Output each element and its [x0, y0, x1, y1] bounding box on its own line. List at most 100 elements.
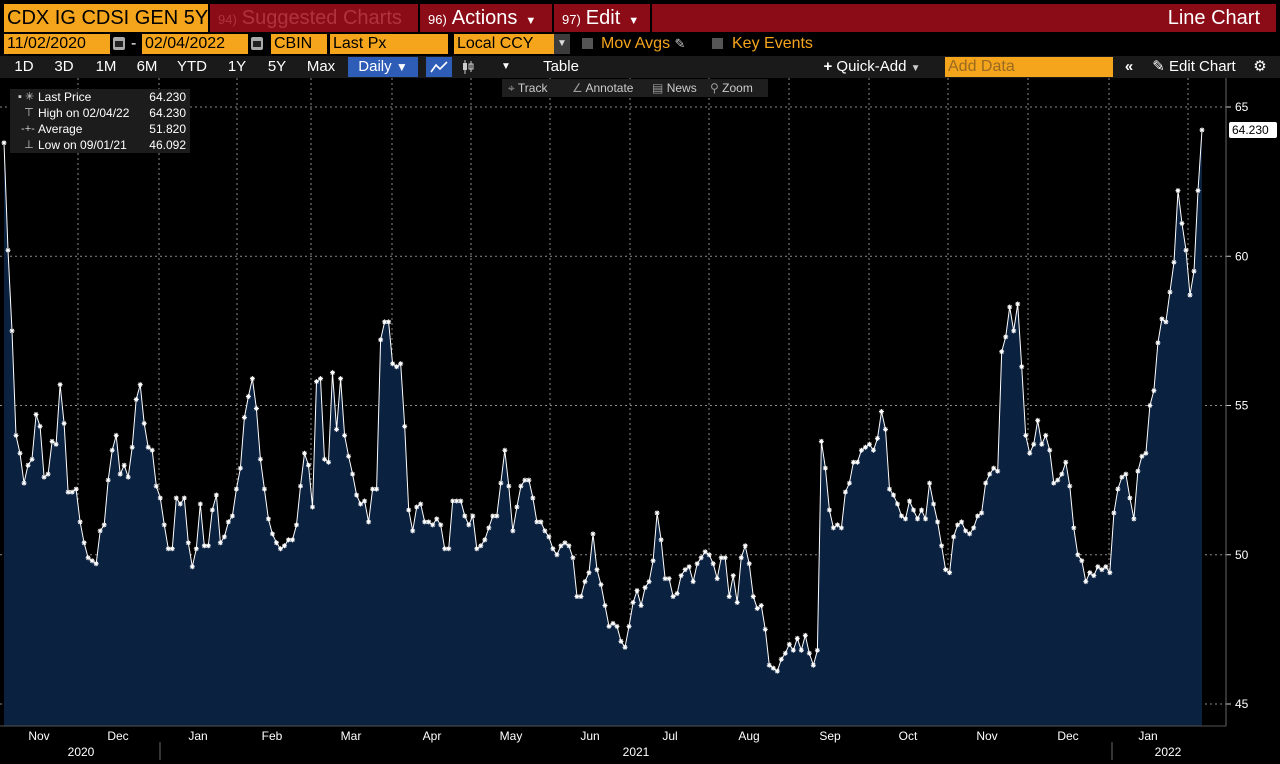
data-point — [510, 528, 516, 534]
edit-chart-button[interactable]: ✎ Edit Chart — [1144, 57, 1244, 77]
data-point — [766, 662, 772, 668]
legend-label: Low on 09/01/21 — [38, 138, 127, 152]
data-point — [129, 444, 135, 450]
data-point — [746, 561, 752, 567]
calendar-icon[interactable] — [113, 37, 125, 50]
data-point — [241, 414, 247, 420]
chevron-down-icon[interactable]: ▼ — [554, 34, 570, 54]
news-tool[interactable]: ▤ News — [652, 79, 697, 97]
mov-avgs-text: Mov Avgs — [601, 35, 671, 52]
data-point — [257, 456, 263, 462]
actions-menu[interactable]: 96) Actions ▼ — [420, 4, 552, 32]
track-label: Track — [517, 81, 548, 95]
data-point — [558, 543, 564, 549]
period-3d[interactable]: 3D — [54, 58, 74, 75]
data-point — [61, 420, 67, 426]
price-chart[interactable]: 45 50 55 60 65 Nov Dec Jan Feb Mar Apr May Jun Jul Au… — [0, 78, 1280, 764]
zoom-tool[interactable]: ⚲ Zoom — [710, 79, 753, 97]
data-point — [794, 635, 800, 641]
end-date-field[interactable]: 02/04/2022 — [142, 34, 248, 54]
candlestick-icon[interactable] — [456, 57, 480, 77]
add-data-input[interactable]: Add Data — [945, 57, 1113, 77]
period-1m[interactable]: 1M — [95, 58, 117, 75]
line-chart-icon[interactable] — [426, 57, 452, 77]
legend-row-high: ⊤ High on 02/04/22 64.230 — [10, 105, 190, 121]
data-point — [939, 543, 945, 549]
data-point — [1059, 471, 1065, 477]
period-1y[interactable]: 1Y — [227, 58, 247, 75]
month-label: Jun — [580, 729, 599, 743]
data-point — [33, 411, 39, 417]
chevron-down-icon: ▼ — [525, 15, 537, 27]
edit-menu[interactable]: 97) Edit ▼ — [554, 4, 650, 32]
data-point — [694, 561, 700, 567]
frequency-select[interactable]: Daily ▼ — [348, 57, 418, 77]
year-label: 2022 — [1155, 745, 1182, 759]
quick-add-button[interactable]: + Quick-Add ▼ — [812, 57, 932, 77]
data-point — [402, 423, 408, 429]
data-point — [9, 328, 15, 334]
x-axis: Nov Dec Jan Feb Mar Apr May Jun Jul Aug Sep Oct Nov D… — [0, 725, 1226, 760]
data-point — [854, 459, 860, 465]
period-1d[interactable]: 1D — [14, 58, 34, 75]
chevron-down-icon[interactable]: ▼ — [501, 61, 511, 72]
gear-icon[interactable]: ⚙ — [1253, 58, 1267, 75]
data-point — [165, 546, 171, 552]
field-select[interactable]: Last Px — [330, 34, 448, 54]
source-field[interactable]: CBIN — [271, 34, 327, 54]
data-point — [466, 522, 472, 528]
pencil-icon[interactable]: ✎ — [674, 36, 686, 51]
chevron-down-icon: ▼ — [628, 15, 640, 27]
date-separator: - — [131, 35, 137, 52]
data-point — [434, 516, 440, 522]
annotate-tool[interactable]: ∠ Annotate — [572, 79, 633, 97]
period-6m[interactable]: 6M — [136, 58, 158, 75]
data-point — [177, 501, 183, 507]
data-point — [919, 507, 925, 513]
data-point — [253, 405, 259, 411]
data-point — [185, 540, 191, 546]
data-point — [754, 605, 760, 611]
data-point — [578, 594, 584, 600]
currency-select[interactable]: Local CCY — [454, 34, 568, 54]
data-point — [1195, 188, 1201, 194]
start-date-field[interactable]: 11/02/2020 — [4, 34, 110, 54]
data-point — [297, 483, 303, 489]
period-5y[interactable]: 5Y — [267, 58, 287, 75]
table-button[interactable]: Table — [543, 58, 579, 75]
data-point — [1087, 570, 1093, 576]
collapse-left-icon[interactable]: « — [1124, 58, 1134, 75]
data-point — [205, 543, 211, 549]
data-point — [798, 647, 804, 653]
data-point — [570, 555, 576, 561]
data-point — [971, 525, 977, 531]
data-point — [874, 435, 880, 441]
data-point — [686, 564, 692, 570]
data-point — [105, 477, 111, 483]
calendar-icon[interactable] — [251, 37, 263, 50]
data-point — [426, 519, 432, 525]
data-point — [1099, 567, 1105, 573]
data-point — [738, 555, 744, 561]
data-point — [458, 498, 464, 504]
data-point — [911, 507, 917, 513]
period-max[interactable]: Max — [306, 58, 336, 75]
data-point — [1155, 340, 1161, 346]
data-point — [642, 585, 648, 591]
data-point — [838, 525, 844, 531]
data-point — [470, 513, 476, 519]
security-ticker[interactable]: CDX IG CDSI GEN 5Y — [4, 4, 208, 32]
month-label: May — [500, 729, 523, 743]
data-point — [947, 570, 953, 576]
data-point — [1063, 459, 1069, 465]
crosshair-icon: ⌖ — [508, 81, 515, 95]
period-ytd[interactable]: YTD — [177, 58, 207, 75]
mov-avgs-checkbox[interactable] — [582, 38, 593, 49]
key-events-checkbox[interactable] — [712, 38, 723, 49]
data-point — [714, 576, 720, 582]
track-tool[interactable]: ⌖ Track — [508, 79, 547, 97]
data-point — [886, 486, 892, 492]
data-point — [21, 480, 27, 486]
data-point — [197, 501, 203, 507]
suggested-charts-button[interactable]: 94) Suggested Charts — [210, 4, 418, 32]
